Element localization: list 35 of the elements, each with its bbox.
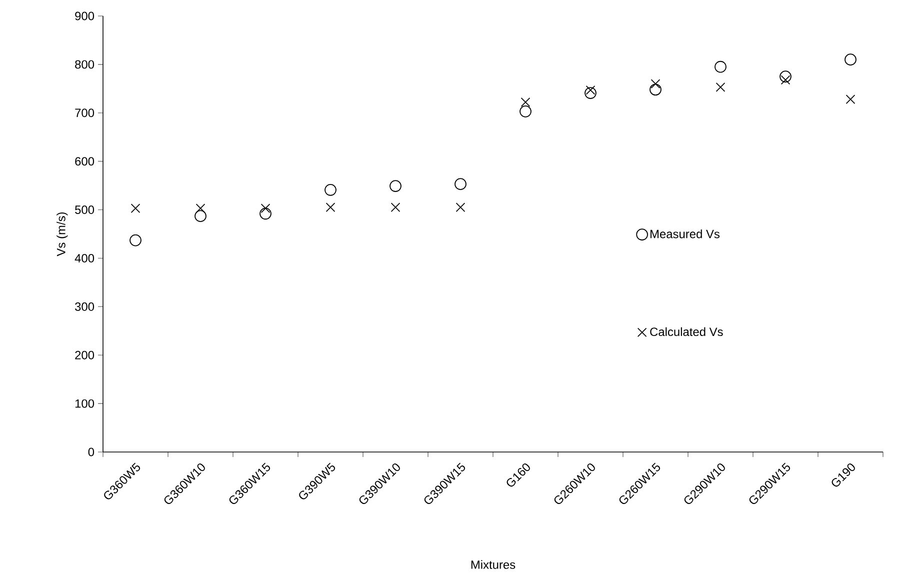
y-tick-label: 700 xyxy=(75,108,94,118)
point xyxy=(130,204,140,213)
y-tick-label: 600 xyxy=(75,157,94,166)
point xyxy=(260,208,272,220)
y-tick-label: 0 xyxy=(88,448,94,456)
point xyxy=(846,94,856,104)
point xyxy=(780,70,792,82)
point xyxy=(196,204,206,213)
point xyxy=(844,54,856,66)
legend-label: Measured Vs xyxy=(650,229,720,238)
y-tick-label: 200 xyxy=(75,350,94,360)
point xyxy=(716,82,726,92)
point xyxy=(130,234,142,246)
y-tick-label: 800 xyxy=(75,60,94,69)
point xyxy=(390,180,402,192)
point xyxy=(194,210,206,222)
point xyxy=(520,106,532,118)
point xyxy=(586,85,596,95)
legend-label: Calculated Vs xyxy=(650,327,723,336)
y-tick-label: 400 xyxy=(74,254,94,262)
y-tick-label: 100 xyxy=(75,399,94,408)
y-tick-label: 300 xyxy=(75,302,94,311)
point xyxy=(584,87,596,99)
point xyxy=(520,98,530,107)
y-tick-label: 900 xyxy=(75,12,94,20)
point xyxy=(456,202,466,212)
point xyxy=(780,75,790,85)
point xyxy=(324,184,336,196)
point xyxy=(390,202,400,212)
x-axis-title: Mixtures xyxy=(471,560,516,569)
point xyxy=(714,60,726,73)
y-tick-label: 500 xyxy=(75,206,94,214)
point xyxy=(326,202,336,212)
y-axis-title: Vs (m/s) xyxy=(56,212,68,256)
point xyxy=(454,178,466,190)
